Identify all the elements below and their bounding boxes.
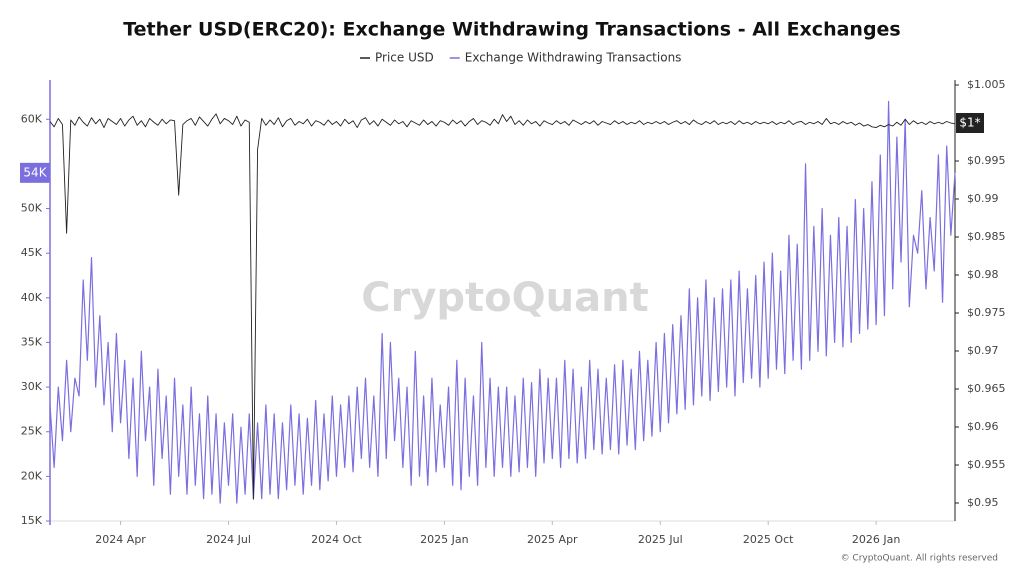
x-tick-label: 2026 Jan [852,533,900,546]
legend: Price USD Exchange Withdrawing Transactio… [360,51,681,65]
y-tick-label: 35K [21,335,43,348]
x-tick-label: 2025 Apr [527,533,578,546]
x-tick-label: 2024 Oct [311,533,362,546]
x-tick-label: 2025 Jul [638,533,683,546]
y2-tick-label: $0.95 [967,496,999,509]
current-value-marker: 54K [20,162,50,183]
y2-tick-label: $0.99 [967,192,999,205]
y-tick-label: 30K [21,380,43,393]
watermark: CryptoQuant [361,275,648,321]
y-tick-label: 60K [21,112,43,125]
y2-tick-label: $0.985 [967,230,1006,243]
x-tick-label: 2025 Oct [743,533,794,546]
series-line [49,100,956,504]
y2-tick-label: $0.98 [967,268,999,281]
x-tick-label: 2025 Jan [420,533,468,546]
y2-tick-label: $0.995 [967,154,1006,167]
current-value-marker: $1* [956,113,984,134]
x-tick-label: 2024 Jul [206,533,251,546]
y2-tick-label: $0.955 [967,458,1006,471]
footer: © CryptoQuant. All rights reserved [841,554,998,564]
legend-label: Price USD [375,51,434,65]
y-tick-label: 40K [21,291,43,304]
chart-title: Tether USD(ERC20): Exchange Withdrawing … [123,19,901,41]
y2-tick-label: $0.97 [967,344,999,357]
current-value-box [956,113,984,134]
current-value-label: 54K [23,165,47,179]
current-value-box [20,162,50,183]
y-tick-label: 15K [21,514,43,527]
y2-tick-label: $0.96 [967,420,999,433]
x-tick-label: 2024 Apr [95,533,146,546]
series-line [49,113,956,500]
y-tick-label: 45K [21,246,43,259]
y-tick-label: 25K [21,425,43,438]
legend-label: Exchange Withdrawing Transactions [465,51,682,65]
y-tick-label: 50K [21,202,43,215]
y2-tick-label: $0.965 [967,382,1006,395]
current-value-label: $1* [959,116,980,130]
y2-tick-label: $0.975 [967,306,1006,319]
y-tick-label: 20K [21,469,43,482]
y2-tick-label: $1.005 [967,78,1006,91]
